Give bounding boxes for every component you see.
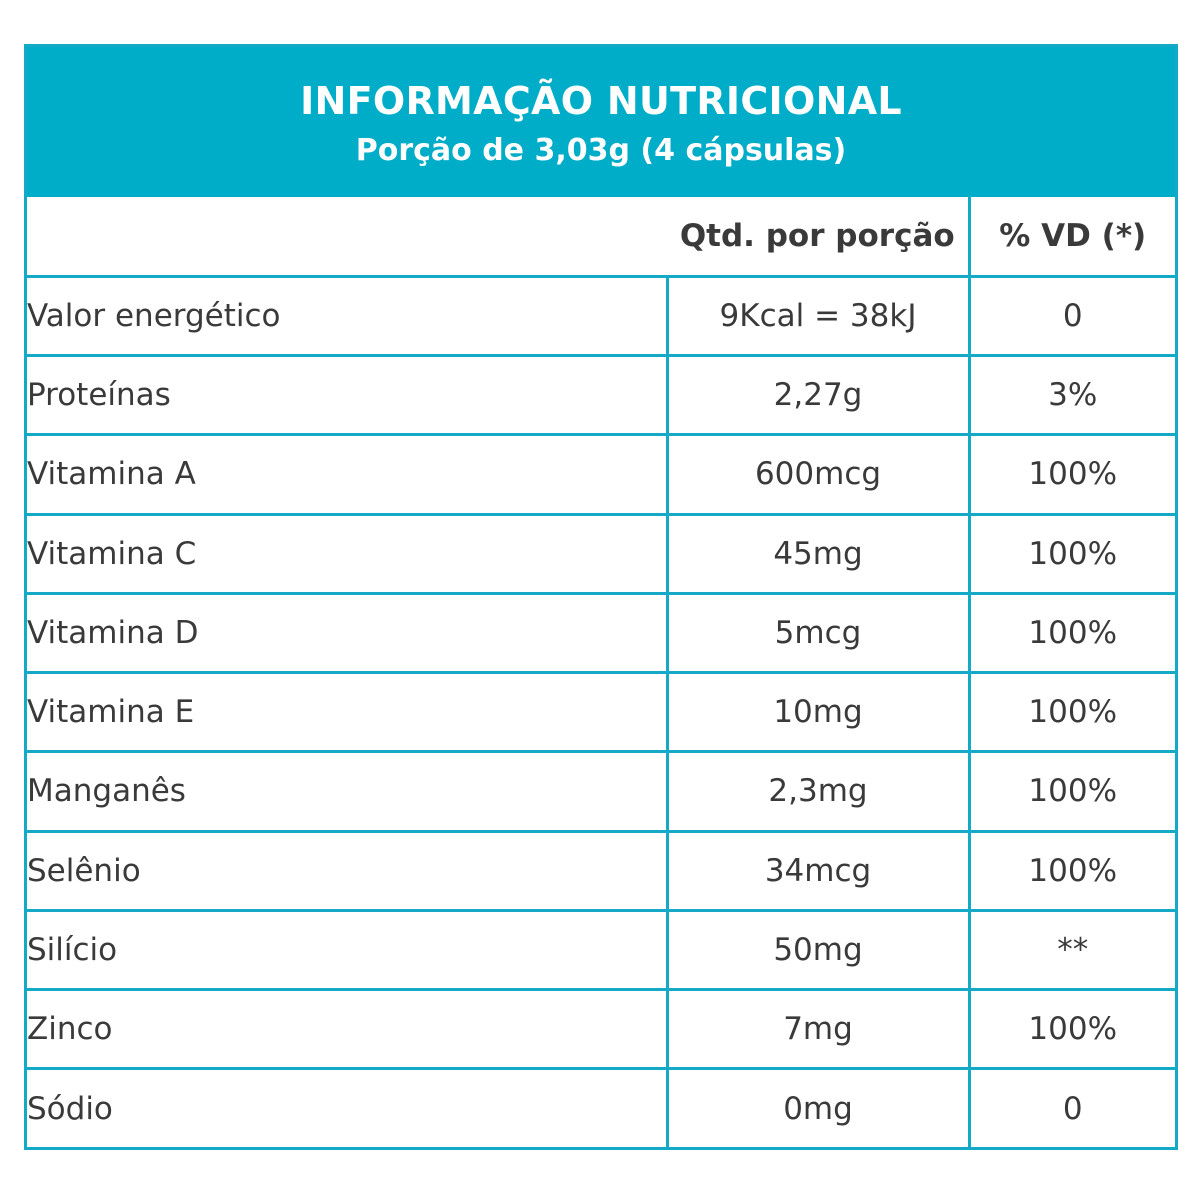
- nutrient-quantity: 600mcg: [665, 433, 971, 516]
- table-header-row: Qtd. por porção % VD (*): [27, 197, 1175, 278]
- nutrient-quantity: 45mg: [665, 512, 971, 595]
- table-row: Vitamina C 45mg 100%: [27, 512, 1175, 595]
- table-row: Vitamina E 10mg 100%: [27, 671, 1175, 754]
- table-row: Vitamina A 600mcg 100%: [27, 433, 1175, 516]
- title-band: INFORMAÇÃO NUTRICIONAL Porção de 3,03g (…: [27, 47, 1175, 197]
- nutrient-quantity: 34mcg: [665, 829, 971, 912]
- nutrient-name: Sódio: [27, 1067, 669, 1149]
- nutrient-quantity: 10mg: [665, 671, 971, 754]
- nutrient-name: Proteínas: [27, 354, 669, 437]
- nutrient-quantity: 0mg: [665, 1067, 971, 1149]
- nutrient-name: Vitamina E: [27, 671, 669, 754]
- column-header-nutrient: [27, 197, 667, 278]
- nutrient-quantity: 50mg: [665, 908, 971, 992]
- nutrient-daily-value: 3%: [967, 354, 1175, 437]
- nutrient-daily-value: 100%: [967, 433, 1175, 516]
- nutrient-name: Vitamina A: [27, 433, 669, 516]
- serving-size: Porção de 3,03g (4 cápsulas): [355, 133, 847, 168]
- nutrient-daily-value: 100%: [967, 591, 1175, 675]
- nutrient-name: Valor energético: [27, 274, 669, 358]
- nutrient-daily-value: 100%: [967, 750, 1175, 833]
- nutrient-name: Zinco: [27, 988, 669, 1071]
- table-row: Manganês 2,3mg 100%: [27, 750, 1175, 833]
- nutrient-quantity: 7mg: [665, 988, 971, 1071]
- nutrition-table: Qtd. por porção % VD (*) Valor energétic…: [27, 197, 1175, 1149]
- nutrient-daily-value: 100%: [967, 512, 1175, 595]
- table-title: INFORMAÇÃO NUTRICIONAL: [300, 79, 902, 123]
- table-row: Valor energético 9Kcal = 38kJ 0: [27, 274, 1175, 358]
- nutrient-daily-value: 0: [967, 1067, 1175, 1149]
- nutrient-daily-value: 0: [967, 274, 1175, 358]
- nutrient-name: Selênio: [27, 829, 669, 912]
- table-row: Sódio 0mg 0: [27, 1067, 1175, 1149]
- nutrient-daily-value: 100%: [967, 671, 1175, 754]
- table-row: Silício 50mg **: [27, 908, 1175, 992]
- nutrient-quantity: 2,27g: [665, 354, 971, 437]
- nutrient-quantity: 2,3mg: [665, 750, 971, 833]
- nutrient-name: Silício: [27, 908, 669, 992]
- nutrient-name: Vitamina D: [27, 591, 669, 675]
- nutrient-quantity: 9Kcal = 38kJ: [665, 274, 971, 358]
- column-header-daily-value: % VD (*): [967, 197, 1175, 278]
- table-row: Selênio 34mcg 100%: [27, 829, 1175, 912]
- nutrient-daily-value: 100%: [967, 829, 1175, 912]
- nutrient-name: Vitamina C: [27, 512, 669, 595]
- nutrition-facts-panel: INFORMAÇÃO NUTRICIONAL Porção de 3,03g (…: [24, 44, 1178, 1150]
- column-header-quantity: Qtd. por porção: [667, 197, 971, 278]
- table-row: Proteínas 2,27g 3%: [27, 354, 1175, 437]
- table-row: Zinco 7mg 100%: [27, 988, 1175, 1071]
- nutrient-daily-value: **: [967, 908, 1175, 992]
- table-row: Vitamina D 5mcg 100%: [27, 591, 1175, 675]
- nutrient-daily-value: 100%: [967, 988, 1175, 1071]
- nutrient-name: Manganês: [27, 750, 669, 833]
- nutrient-quantity: 5mcg: [665, 591, 971, 675]
